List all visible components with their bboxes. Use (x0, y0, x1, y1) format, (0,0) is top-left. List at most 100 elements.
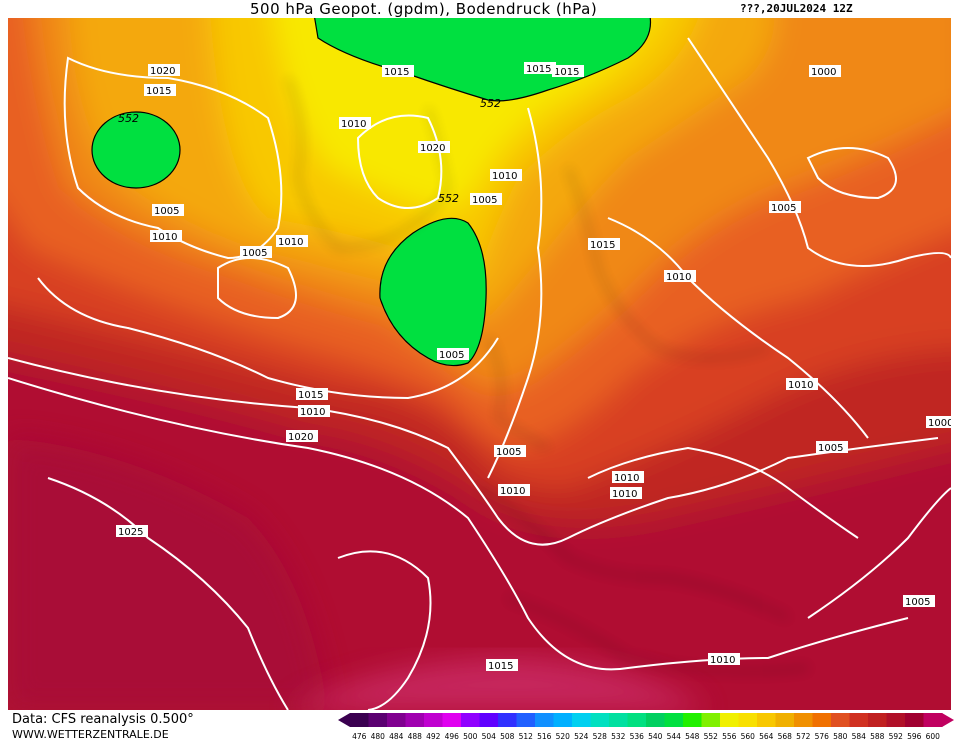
pressure-label: 1010 (278, 237, 303, 248)
legend-swatch (553, 713, 573, 727)
low-greenland (314, 18, 652, 102)
legend-tick: 484 (389, 732, 404, 741)
pressure-label-bg (903, 595, 935, 607)
legend-swatch (516, 713, 536, 727)
legend-swatch (609, 713, 628, 727)
isobars (8, 37, 951, 710)
legend-swatch (794, 713, 813, 727)
legend-swatch (701, 713, 721, 727)
legend-swatch (350, 713, 369, 727)
legend-tick: 492 (426, 732, 441, 741)
legend-tick: 536 (630, 732, 645, 741)
pressure-label: 1010 (341, 119, 366, 130)
pressure-label-bg (769, 201, 801, 213)
legend-tick: 560 (741, 732, 756, 741)
color-legend: 476 480 484 488 492 496 500 504 508 512 516 520 524 5… (338, 713, 954, 741)
pressure-label: 1010 (152, 232, 177, 243)
legend-tick: 504 (482, 732, 497, 741)
legend-swatch (738, 713, 758, 727)
pressure-label: 1010 (614, 473, 639, 484)
pressure-label-bg (382, 65, 414, 77)
coastlines (287, 77, 809, 672)
pressure-label-bg (612, 471, 644, 483)
pressure-label-bg (809, 65, 841, 77)
pressure-label: 1015 (554, 67, 579, 78)
legend-tick: 508 (500, 732, 515, 741)
pressure-label: 1015 (488, 661, 513, 672)
legend-swatch (775, 713, 795, 727)
legend-swatch (868, 713, 887, 727)
legend-swatch (590, 713, 610, 727)
legend-swatch (405, 713, 425, 727)
legend-swatch (831, 713, 850, 727)
pressure-label-bg (494, 445, 526, 457)
legend-tick: 488 (408, 732, 423, 741)
legend-tick: 552 (704, 732, 719, 741)
legend-tick: 476 (352, 732, 367, 741)
geo-label: 552 (438, 192, 459, 205)
legend-tick: 592 (889, 732, 904, 741)
legend-swatch (461, 713, 480, 727)
pressure-label-bg (298, 405, 330, 417)
pressure-label-bg (144, 84, 176, 96)
legend-tick: 544 (667, 732, 682, 741)
pressure-label-bg (116, 525, 148, 537)
legend-tick: 580 (833, 732, 848, 741)
legend-swatch (368, 713, 388, 727)
pressure-label-bg (610, 487, 642, 499)
pressure-label: 1020 (288, 432, 313, 443)
legend-swatch (479, 713, 499, 727)
pressure-label: 1005 (905, 597, 930, 608)
legend-swatch (424, 713, 443, 727)
pressure-label: 1015 (146, 86, 171, 97)
pressure-label: 1025 (118, 527, 143, 538)
legend-swatch (905, 713, 924, 727)
legend-swatch (442, 713, 462, 727)
legend-tick: 556 (722, 732, 737, 741)
pressure-label-bg (664, 270, 696, 282)
legend-tick: 584 (852, 732, 867, 741)
pressure-label-bg (588, 238, 620, 250)
legend-swatch (886, 713, 906, 727)
legend-tick: 588 (870, 732, 885, 741)
pressure-label: 1010 (788, 380, 813, 391)
pressure-label-bg (816, 441, 848, 453)
legend-swatch (387, 713, 406, 727)
legend-tick: 512 (519, 732, 534, 741)
pressure-label: 1010 (710, 655, 735, 666)
run-date: ???,20JUL2024 12Z (740, 2, 853, 15)
pressure-label-bg (152, 204, 184, 216)
legend-swatch (720, 713, 739, 727)
legend-swatch (498, 713, 517, 727)
legend-tick: 500 (463, 732, 478, 741)
legend-tick: 528 (593, 732, 608, 741)
legend-tick: 564 (759, 732, 774, 741)
legend-tick: 520 (556, 732, 571, 741)
legend-tick: 572 (796, 732, 811, 741)
chart-title: 500 hPa Geopot. (gpdm), Bodendruck (hPa) (250, 0, 598, 18)
pressure-label-bg (286, 430, 318, 442)
pressure-label-bg (418, 141, 450, 153)
legend-tick: 600 (926, 732, 941, 741)
geopotential-labels: 552 552 552 (118, 97, 501, 205)
low-labrador (91, 111, 181, 189)
legend-tick: 480 (371, 732, 386, 741)
legend-tick: 576 (815, 732, 830, 741)
legend-swatch (849, 713, 869, 727)
pressure-label: 1020 (150, 66, 175, 77)
legend-tick: 532 (611, 732, 626, 741)
legend-swatch (683, 713, 702, 727)
legend-tick: 548 (685, 732, 700, 741)
legend-arrow-left (338, 713, 350, 727)
pressure-label: 1000 (811, 67, 836, 78)
legend-tick: 516 (537, 732, 552, 741)
legend-swatch (646, 713, 665, 727)
legend-swatch (812, 713, 832, 727)
pressure-label: 1015 (526, 64, 551, 75)
legend-arrow-right (942, 713, 954, 727)
pressure-label-bg (486, 659, 518, 671)
pressure-label: 1015 (298, 390, 323, 401)
